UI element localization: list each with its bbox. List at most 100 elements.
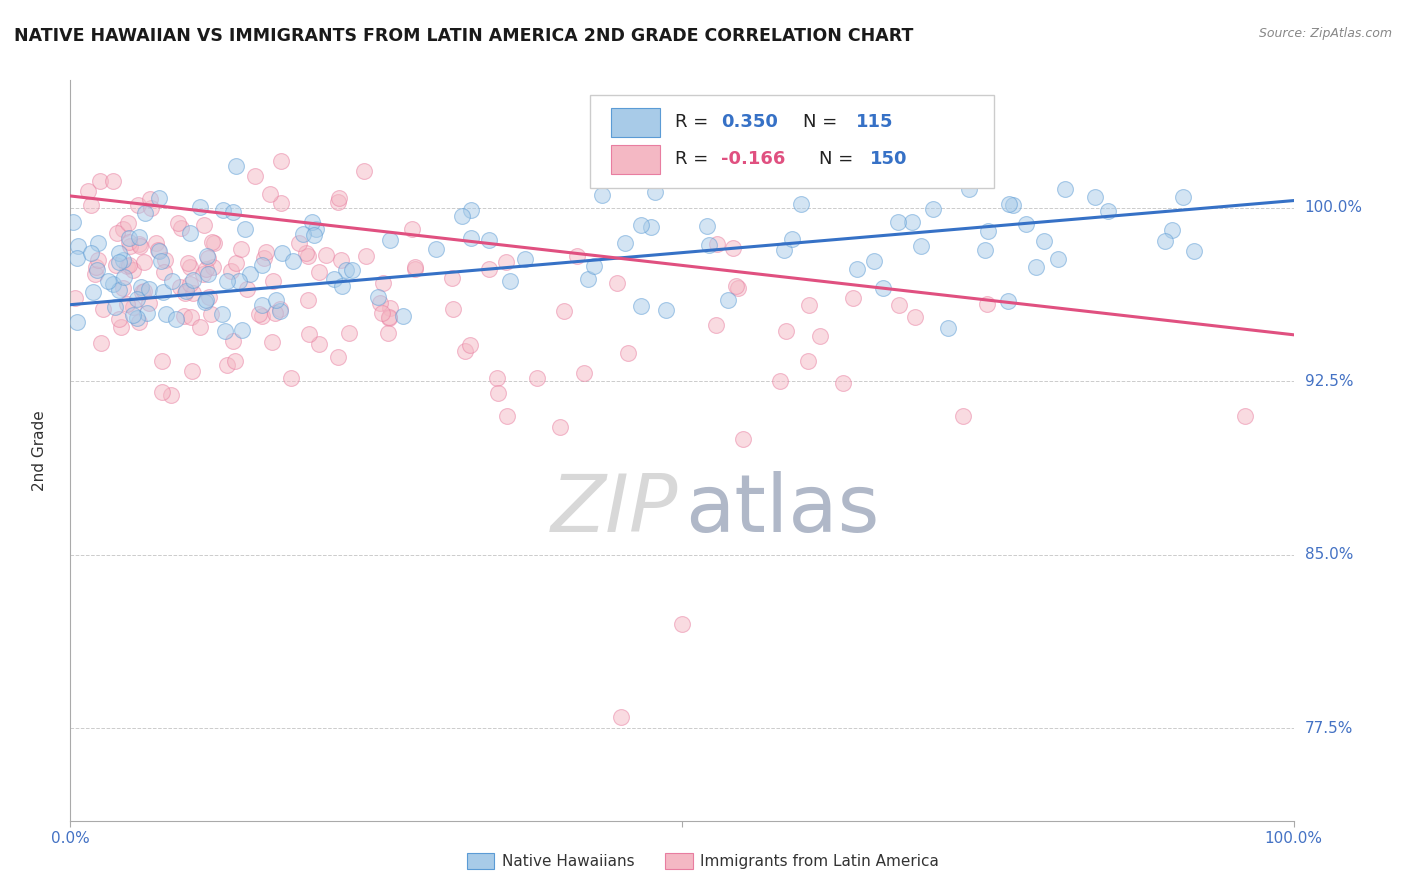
Point	[377, 310, 399, 325]
Point	[797, 353, 820, 368]
Point	[330, 252, 353, 267]
Point	[845, 262, 868, 277]
Point	[644, 185, 666, 199]
Point	[323, 272, 346, 286]
Point	[215, 274, 238, 288]
Point	[112, 221, 135, 235]
Point	[328, 351, 350, 365]
Point	[118, 239, 141, 253]
Point	[572, 366, 595, 380]
Point	[591, 188, 613, 202]
Point	[371, 276, 394, 290]
Point	[128, 230, 150, 244]
Point	[977, 224, 1000, 238]
Text: 115: 115	[856, 113, 893, 131]
Point	[354, 249, 377, 263]
Point	[1233, 409, 1256, 423]
Point	[298, 326, 321, 341]
Point	[297, 293, 319, 308]
Point	[441, 301, 464, 316]
Point	[1032, 234, 1054, 248]
Point	[780, 232, 803, 246]
Point	[191, 268, 214, 282]
Point	[211, 202, 233, 217]
Point	[330, 279, 353, 293]
Point	[1173, 190, 1195, 204]
Point	[887, 298, 910, 312]
Point	[301, 215, 323, 229]
Text: 0.350: 0.350	[721, 113, 778, 131]
Point	[460, 230, 482, 244]
Point	[328, 194, 350, 209]
Point	[122, 308, 145, 322]
Point	[90, 336, 112, 351]
Point	[134, 206, 156, 220]
Point	[270, 195, 292, 210]
Point	[148, 244, 170, 259]
Point	[697, 237, 720, 252]
Point	[425, 242, 447, 256]
Text: ZIP: ZIP	[551, 471, 678, 549]
Point	[200, 307, 222, 321]
Point	[704, 318, 727, 333]
Text: N =: N =	[818, 151, 859, 169]
Point	[177, 255, 200, 269]
Point	[117, 297, 139, 311]
Point	[292, 227, 315, 241]
Point	[380, 301, 402, 315]
Point	[264, 293, 287, 307]
FancyBboxPatch shape	[591, 95, 994, 187]
Point	[141, 201, 163, 215]
Point	[107, 226, 129, 240]
Point	[118, 231, 141, 245]
Point	[254, 244, 277, 259]
Point	[138, 296, 160, 310]
Point	[128, 237, 150, 252]
Point	[169, 280, 191, 294]
Point	[197, 251, 219, 265]
Point	[84, 260, 107, 274]
Point	[110, 320, 132, 334]
Point	[80, 246, 103, 260]
Point	[134, 254, 156, 268]
Text: 150: 150	[870, 151, 908, 169]
Text: Source: ZipAtlas.com: Source: ZipAtlas.com	[1258, 27, 1392, 40]
Point	[252, 298, 274, 312]
Point	[630, 299, 652, 313]
Point	[66, 251, 89, 265]
Point	[655, 303, 678, 318]
Text: NATIVE HAWAIIAN VS IMMIGRANTS FROM LATIN AMERICA 2ND GRADE CORRELATION CHART: NATIVE HAWAIIAN VS IMMIGRANTS FROM LATIN…	[14, 27, 914, 45]
Point	[957, 182, 980, 196]
Point	[671, 617, 693, 632]
Text: 77.5%: 77.5%	[1305, 721, 1353, 736]
Point	[160, 388, 183, 402]
Point	[1097, 203, 1119, 218]
Point	[138, 282, 160, 296]
Point	[66, 316, 89, 330]
Point	[235, 222, 257, 236]
Point	[132, 284, 155, 298]
Point	[696, 219, 718, 234]
Point	[174, 284, 197, 298]
Point	[247, 308, 270, 322]
Point	[145, 235, 167, 250]
Point	[1054, 182, 1077, 196]
Point	[997, 293, 1019, 308]
Point	[997, 197, 1019, 211]
Point	[640, 219, 662, 234]
Point	[103, 277, 125, 291]
Point	[288, 236, 311, 251]
Point	[548, 420, 571, 434]
Point	[842, 291, 865, 305]
Point	[302, 228, 325, 243]
Point	[789, 196, 811, 211]
Point	[401, 222, 423, 236]
Point	[721, 241, 744, 255]
Point	[231, 323, 253, 337]
Point	[193, 295, 215, 310]
Point	[380, 233, 402, 247]
Point	[115, 259, 138, 273]
Point	[250, 309, 273, 323]
Point	[118, 235, 141, 249]
Point	[250, 258, 273, 272]
